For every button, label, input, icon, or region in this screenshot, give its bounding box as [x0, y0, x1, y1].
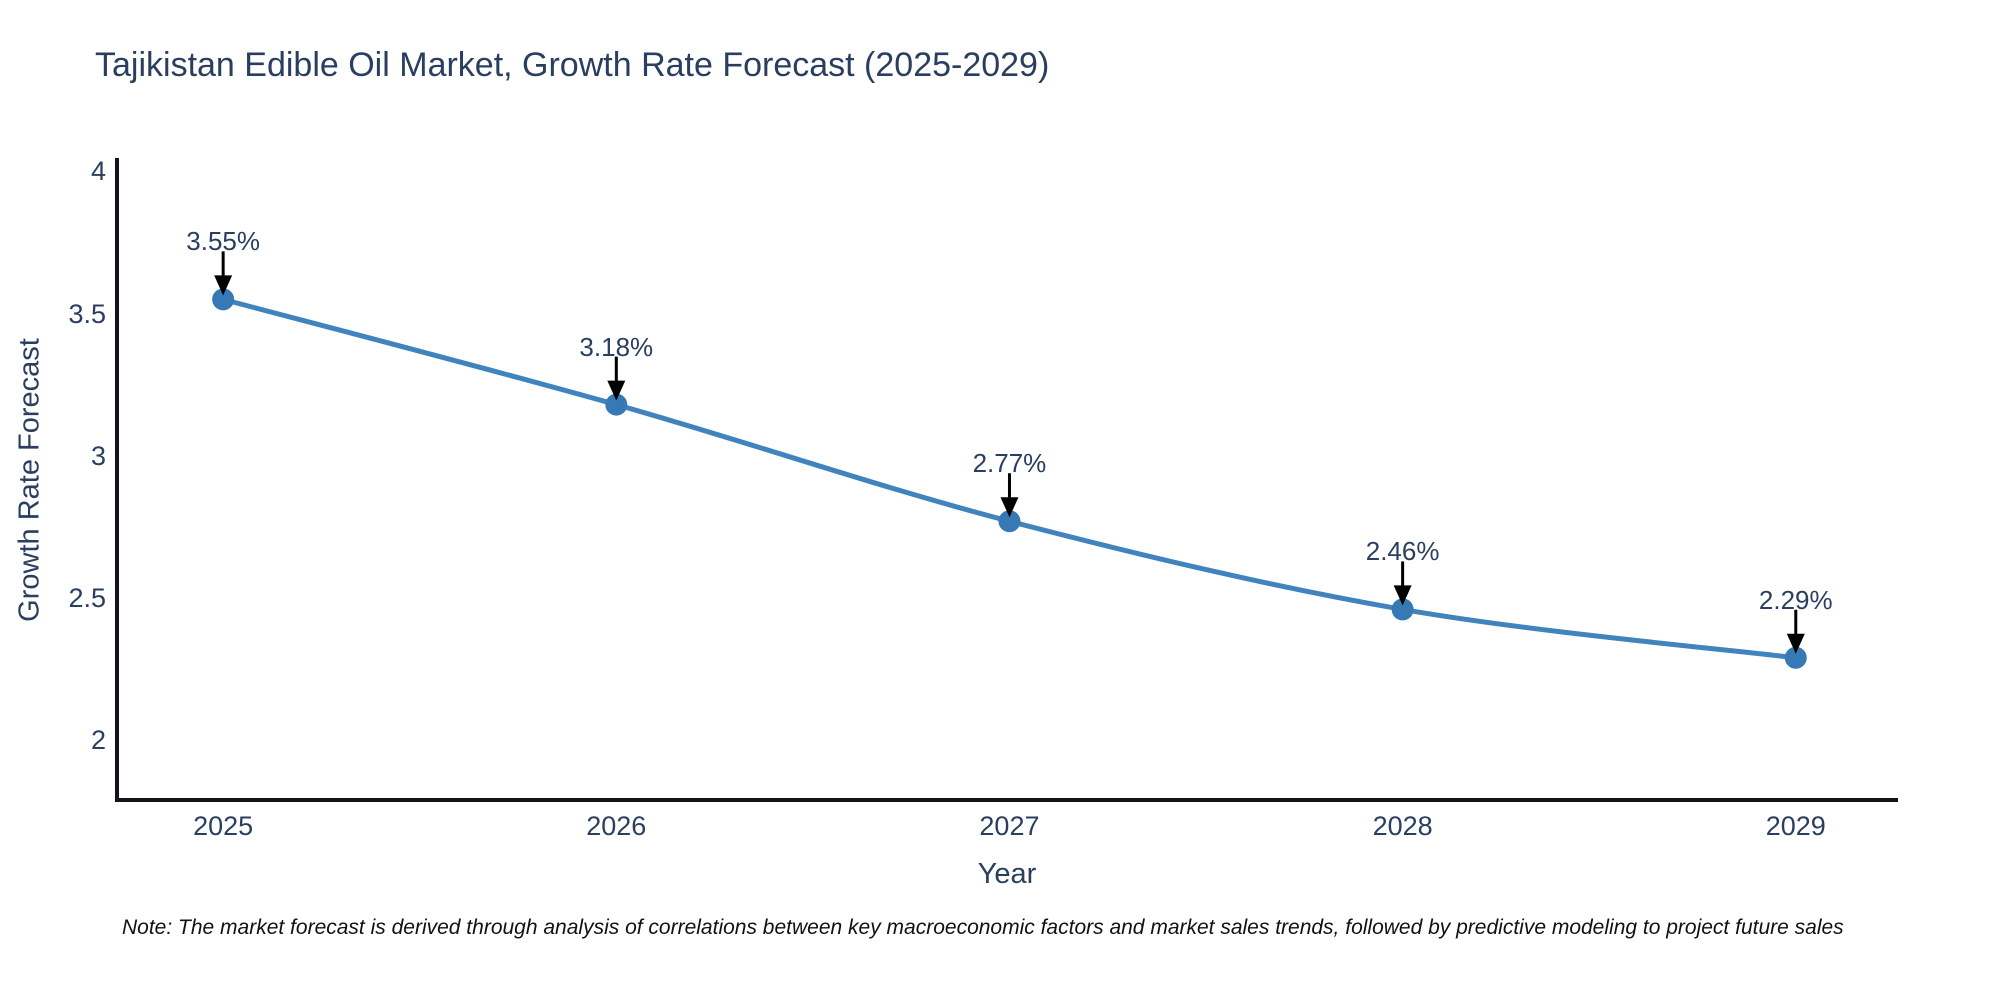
x-tick-label: 2025: [193, 811, 254, 841]
y-tick-label: 2.5: [68, 583, 106, 614]
annotation-arrow-head: [1786, 633, 1805, 654]
data-point-label: 3.55%: [186, 226, 260, 257]
data-point-label: 2.46%: [1365, 536, 1440, 567]
y-tick-label: 4: [90, 156, 106, 187]
x-tick-label: 2029: [1765, 811, 1826, 841]
x-tick-label: 2028: [1372, 811, 1433, 841]
x-tick-label: 2027: [979, 811, 1040, 841]
annotation-arrow-head: [1000, 497, 1019, 518]
data-point-label: 3.18%: [579, 331, 654, 362]
x-axis-title: Year: [977, 858, 1037, 890]
annotation-arrow-head: [1393, 585, 1412, 606]
data-point-marker: [998, 510, 1021, 533]
data-point-label: 2.77%: [972, 448, 1047, 479]
data-point-marker: [1391, 598, 1414, 621]
chart-title: Tajikistan Edible Oil Market, Growth Rat…: [95, 46, 1050, 84]
y-tick-label: 3.5: [68, 298, 106, 329]
data-point-marker: [605, 393, 628, 416]
data-point-marker: [1784, 646, 1807, 669]
y-tick-label: 2: [90, 725, 106, 756]
x-tick-label: 2026: [586, 811, 647, 841]
data-point-label: 2.29%: [1758, 584, 1833, 615]
annotation-arrow-head: [607, 380, 626, 401]
y-tick-label: 3: [90, 440, 106, 471]
annotation-arrow-head: [214, 275, 233, 296]
data-point-marker: [212, 288, 235, 311]
footnote-text: Note: The market forecast is derived thr…: [122, 916, 1844, 939]
